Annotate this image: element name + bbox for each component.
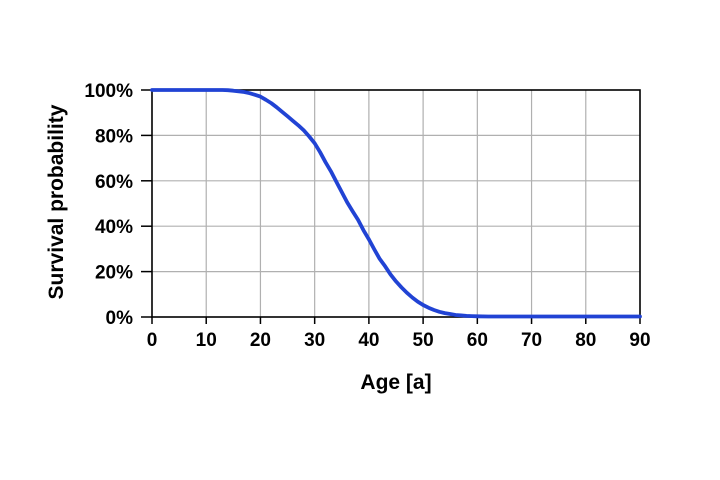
- x-tick-label: 60: [467, 330, 488, 351]
- survival-curve: [150, 88, 642, 319]
- x-tick-label: 40: [358, 330, 379, 351]
- x-tick-label: 20: [250, 330, 271, 351]
- x-tick-label: 10: [196, 330, 217, 351]
- x-tick-label: 50: [413, 330, 434, 351]
- x-tick-label: 30: [304, 330, 325, 351]
- y-tick-label: 60%: [95, 172, 133, 193]
- y-axis-title: Survival probability: [45, 104, 68, 300]
- x-tick-label: 90: [629, 330, 650, 351]
- y-tick-label: 100%: [84, 81, 133, 102]
- x-tick-label: 70: [521, 330, 542, 351]
- gridlines: [152, 90, 640, 317]
- y-tick-label: 0%: [106, 308, 134, 329]
- y-tick-label: 80%: [95, 126, 133, 147]
- x-tick-label: 80: [575, 330, 596, 351]
- tick-labels: 0 10 20 30 40 50 60 70 80 90 0% 20% 40% 60% 80% 100%: [84, 81, 650, 351]
- x-axis-title: Age [a]: [360, 371, 432, 394]
- plot-border: [151, 89, 641, 318]
- y-tick-label: 40%: [95, 217, 133, 238]
- x-tick-label: 0: [147, 330, 158, 351]
- axis-ticks: [141, 89, 641, 324]
- y-tick-label: 20%: [95, 263, 133, 284]
